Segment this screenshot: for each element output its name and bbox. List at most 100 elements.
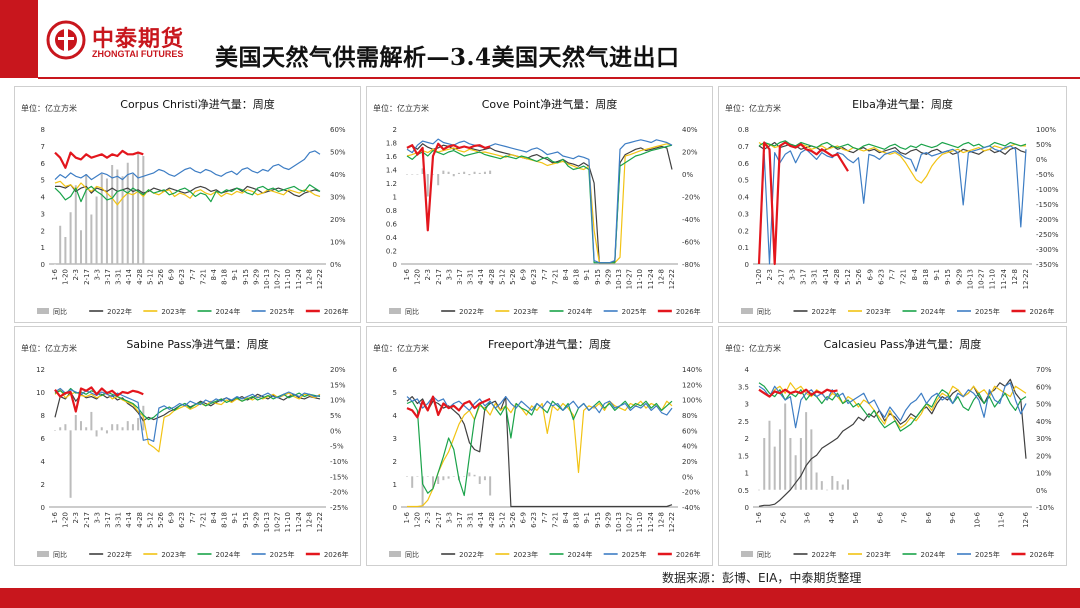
y-tick-label: 1 <box>393 481 397 489</box>
yoy-bar <box>463 171 466 174</box>
x-tick-label: 11-10 <box>284 512 292 532</box>
series-line-2023 <box>407 400 673 508</box>
logo-english-name: ZHONGTAI FUTURES <box>92 49 184 59</box>
x-tick-label: 2-3 <box>424 269 432 280</box>
x-tick-label: 5-12 <box>146 512 154 528</box>
x-tick-label: 11-10 <box>989 269 997 289</box>
x-tick-label: 2-17 <box>435 512 443 528</box>
x-tick-label: 4-14 <box>477 268 485 284</box>
x-tick-label: 6-9 <box>520 269 528 280</box>
legend-label: 2022年 <box>812 550 837 559</box>
x-tick-label: 4-28 <box>488 269 496 285</box>
x-tick-label: 10-27 <box>626 512 634 532</box>
y-tick-label: 1 <box>745 470 749 478</box>
chart-panel-freeport: 单位：亿立方米 Freeport净进气量：周度 0 1 2 3 4 5 6 -40% -20% 0% 2… <box>366 326 713 566</box>
yoy-bar <box>105 430 108 434</box>
yoy-bar <box>826 489 829 491</box>
y-tick-label: 7 <box>41 143 45 151</box>
yoy-bar <box>116 169 119 264</box>
x-tick-label: 2-17 <box>777 269 785 285</box>
y-tick-label: 0.4 <box>386 234 398 242</box>
x-tick-label: 6-23 <box>530 269 538 285</box>
x-tick-label: 12-6 <box>1022 511 1030 527</box>
y-tick-label: 0.7 <box>738 143 749 151</box>
logo-chinese-name: 中泰期货 <box>92 27 185 52</box>
legend-label: 同比 <box>405 550 419 559</box>
x-tick-label: 8-18 <box>573 269 581 285</box>
yoy-bar <box>473 171 476 174</box>
x-tick-label: 5-26 <box>157 268 165 284</box>
series-line-2026 <box>406 142 491 232</box>
yoy-bar <box>784 403 787 490</box>
chart-panel-cove-point: 单位：亿立方米 Cove Point净进气量：周度 0 0.2 0.4 0.6 0.8 1 1.… <box>366 86 713 323</box>
yoy-bar <box>820 481 823 490</box>
y-tick-label: 0.4 <box>738 194 750 202</box>
yoy-bar <box>468 174 471 176</box>
x-tick-label: 2-17 <box>83 269 91 285</box>
chart-cove-point: 单位：亿立方米 Cove Point净进气量：周度 0 0.2 0.4 0.6 0.8 1 1.… <box>373 97 701 316</box>
y2-tick-label: -40% <box>682 216 700 224</box>
yoy-bar <box>69 430 72 498</box>
yoy-bar <box>100 174 103 264</box>
series-line-2023 <box>54 389 321 453</box>
x-tick-label: 10-13 <box>615 269 623 289</box>
yoy-bar <box>79 421 82 431</box>
series-line-2022 <box>406 143 673 264</box>
x-tick-label: 5-26 <box>157 511 165 527</box>
x-tick-label: 5-6 <box>852 511 860 523</box>
chart-unit-label: 单位：亿立方米 <box>725 103 781 113</box>
yoy-bar <box>142 156 145 264</box>
chart-title: Cove Point净进气量：周度 <box>482 97 618 111</box>
x-tick-label: 7-21 <box>551 512 559 528</box>
x-tick-label: 11-6 <box>998 511 1006 527</box>
legend-label: 2022年 <box>812 307 837 316</box>
y2-tick-label: 80% <box>682 412 698 420</box>
yoy-bar <box>442 170 445 174</box>
legend-swatch <box>37 551 49 557</box>
yoy-bar <box>116 424 119 431</box>
y2-tick-label: -20% <box>330 489 348 497</box>
x-tick-label: 7-21 <box>199 512 207 528</box>
yoy-bar <box>95 196 98 264</box>
yoy-bar <box>74 415 77 431</box>
y2-tick-label: -10% <box>1036 504 1054 512</box>
y-tick-label: 5 <box>393 389 397 397</box>
y-tick-label: 0.2 <box>386 248 397 256</box>
legend-label: 2023年 <box>866 550 891 559</box>
x-tick-label: 7-7 <box>541 512 549 523</box>
y-tick-label: 0 <box>393 504 397 512</box>
x-tick-label: 9-1 <box>583 269 591 280</box>
chart-unit-label: 单位：亿立方米 <box>21 103 77 113</box>
x-tick-label: 9-1 <box>583 512 591 523</box>
x-tick-label: 7-21 <box>900 269 908 285</box>
yoy-bar <box>137 151 140 264</box>
legend-label: 同比 <box>757 550 771 559</box>
y-tick-label: 0 <box>41 261 45 269</box>
yoy-bar <box>447 476 450 479</box>
yoy-bar <box>411 174 414 175</box>
y2-tick-label: 120% <box>682 381 702 389</box>
legend-label: 2024年 <box>921 550 946 559</box>
x-tick-label: 3-31 <box>467 269 475 285</box>
series-line-2025 <box>758 145 1027 265</box>
x-tick-label: 8-4 <box>562 268 570 280</box>
y-tick-label: 2 <box>41 481 45 489</box>
chart-panel-corpus-christi: 单位：亿立方米 Corpus Christi净进气量：周度 0 1 2 3 4 5 6 7 8 0% 1… <box>14 86 361 323</box>
legend-label: 2022年 <box>459 307 484 316</box>
yoy-bar <box>416 476 419 477</box>
series-line-2025 <box>54 387 321 443</box>
y2-tick-label: -20% <box>682 194 700 202</box>
yoy-bar <box>111 165 114 264</box>
y-tick-label: 4 <box>41 194 46 202</box>
legend-label: 同比 <box>405 307 419 316</box>
y-tick-label: 4 <box>745 366 750 374</box>
chart-title: Freeport净进气量：周度 <box>488 337 611 351</box>
x-tick-label: 12-22 <box>1022 269 1030 289</box>
x-tick-label: 5-26 <box>509 511 517 527</box>
x-tick-label: 1-6 <box>403 268 411 280</box>
chart-title: Calcasieu Pass净进气量：周度 <box>824 337 982 351</box>
yoy-bar <box>447 171 450 174</box>
x-tick-label: 7-7 <box>189 269 197 280</box>
yoy-bar <box>54 264 56 265</box>
yoy-bar <box>778 429 781 490</box>
